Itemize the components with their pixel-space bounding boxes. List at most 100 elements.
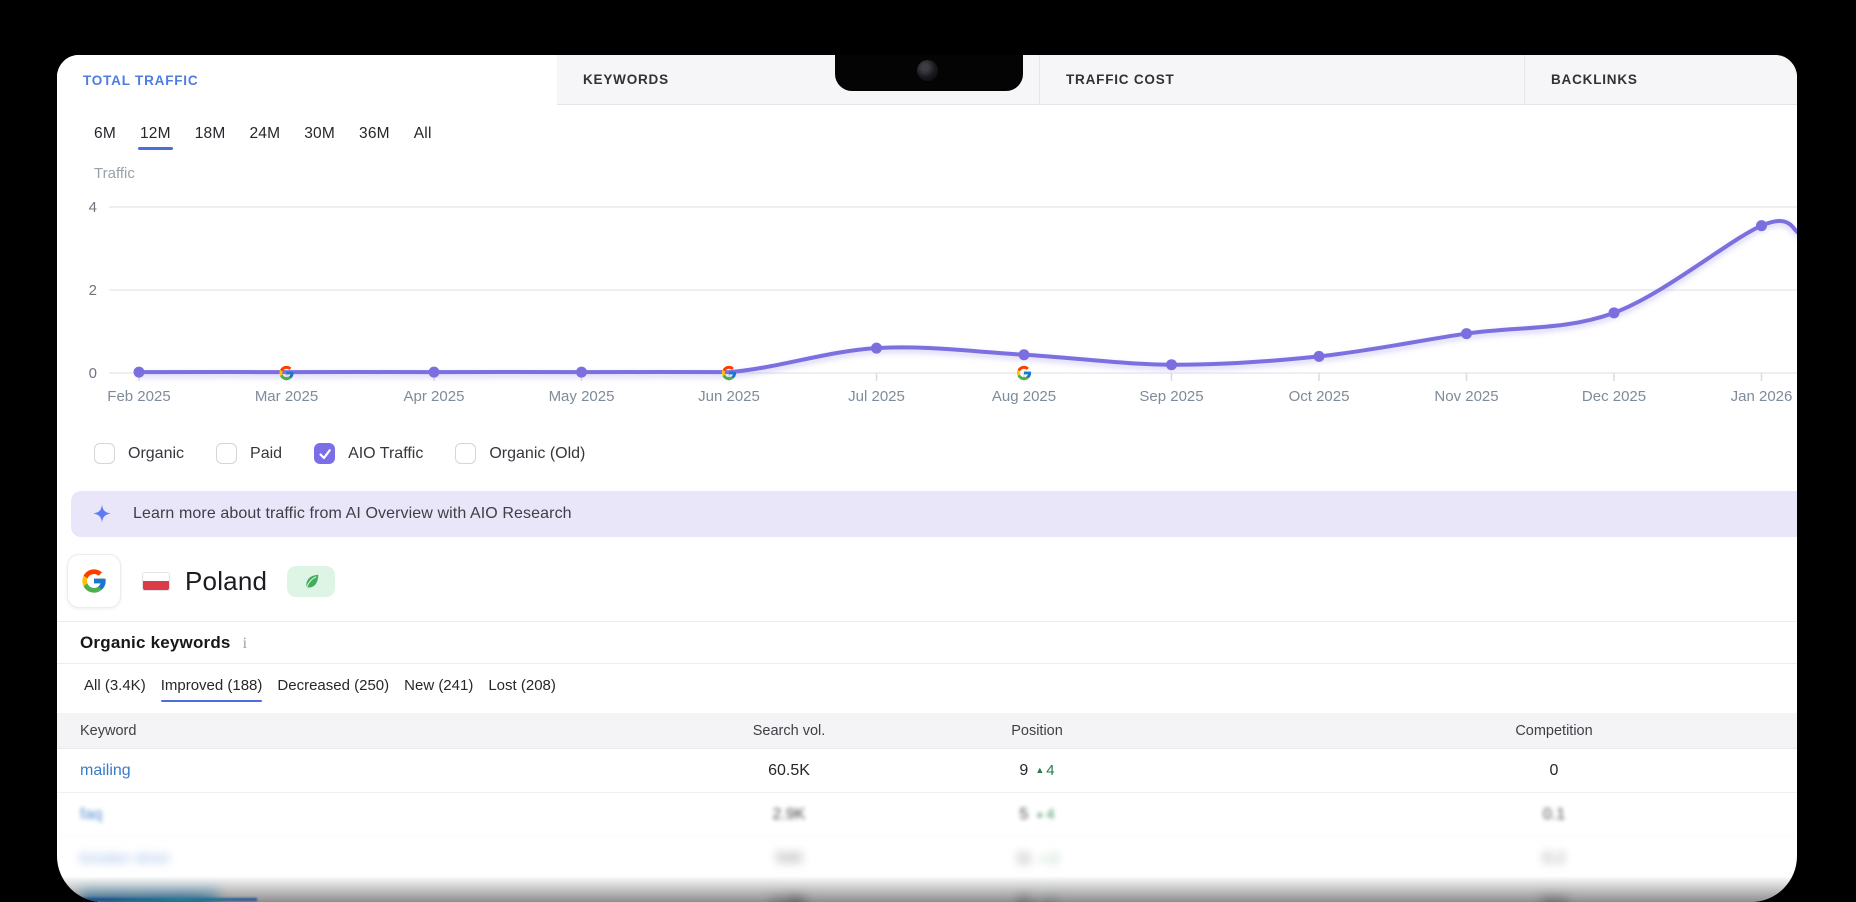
table-row: email marketing1.2K8▲30.4: [57, 881, 1797, 902]
x-axis-label: May 2025: [549, 388, 615, 405]
position-value: 8: [1019, 896, 1028, 902]
legend-checkbox-aio-traffic[interactable]: AIO Traffic: [314, 443, 423, 464]
checkbox-unchecked[interactable]: [94, 443, 115, 464]
info-icon[interactable]: i: [242, 635, 248, 652]
range-30m[interactable]: 30M: [304, 125, 335, 142]
competition-cell: 0.2: [1542, 849, 1566, 867]
data-point[interactable]: [1313, 350, 1325, 362]
leaf-badge: [287, 565, 336, 597]
range-6m[interactable]: 6M: [94, 125, 116, 142]
x-axis-label: Jan 2026: [1731, 388, 1793, 405]
section-title: Organic keywords: [80, 633, 231, 652]
time-range-selector: 6M 12M 18M 24M 30M 36M All: [57, 105, 1797, 150]
data-point[interactable]: [1018, 349, 1030, 361]
x-axis-label: Aug 2025: [992, 388, 1056, 405]
legend-label: Organic: [128, 444, 185, 462]
range-36m[interactable]: 36M: [359, 125, 390, 142]
x-axis-label: Dec 2025: [1582, 388, 1646, 405]
data-point[interactable]: [1756, 220, 1767, 232]
x-axis-label: Feb 2025: [107, 388, 170, 405]
filter-tab-decreased[interactable]: Decreased (250): [277, 677, 390, 694]
search-vol-cell: 1.2K: [617, 896, 961, 902]
legend-checkbox-organic[interactable]: Organic: [94, 443, 184, 464]
x-axis-label: Apr 2025: [404, 388, 465, 405]
position-change: 4: [1046, 761, 1055, 779]
camera-icon: [917, 60, 938, 81]
data-point[interactable]: [133, 366, 145, 378]
aio-research-banner[interactable]: Learn more about traffic from AI Overvie…: [71, 491, 1797, 537]
competition-cell: 0.1: [1542, 805, 1566, 823]
search-vol-cell: 60.5K: [768, 761, 810, 779]
range-all[interactable]: All: [413, 125, 432, 142]
competition-cell: 0: [1549, 761, 1559, 779]
filter-tab-improved[interactable]: Improved (188): [160, 677, 262, 702]
keyword-link[interactable]: kreator stron: [80, 849, 170, 867]
keyword-link[interactable]: faq: [80, 805, 103, 823]
tab-total-traffic[interactable]: TOTAL TRAFFIC: [57, 55, 557, 105]
position-change: 3: [1046, 896, 1054, 902]
checkbox-checked[interactable]: [314, 443, 336, 464]
filter-tab-lost[interactable]: Lost (208): [488, 677, 556, 694]
chart-legend: Organic Paid AIO Traffic Organic (Old): [94, 443, 585, 464]
position-up-icon: ▲: [1039, 852, 1049, 863]
col-header-position[interactable]: Position: [1011, 722, 1063, 739]
leaf-icon: [306, 574, 318, 588]
google-update-marker[interactable]: [1016, 365, 1032, 381]
range-12m[interactable]: 12M: [137, 125, 173, 150]
legend-label: AIO Traffic: [348, 444, 424, 462]
filter-tab-new[interactable]: New (241): [404, 677, 474, 694]
table-row: faq 2.9K 5 ▲ 4 0.1: [57, 793, 1797, 837]
tab-backlinks[interactable]: BACKLINKS: [1524, 55, 1797, 104]
keyword-filter-tabs: All (3.4K) Improved (188) Decreased (250) N…: [84, 677, 556, 702]
col-header-keyword[interactable]: Keyword: [80, 722, 137, 739]
position-change: 4: [1046, 805, 1055, 823]
checkbox-unchecked[interactable]: [216, 443, 238, 464]
data-point[interactable]: [1608, 307, 1620, 319]
x-axis-label: Jul 2025: [848, 388, 905, 405]
x-axis-label: Sep 2025: [1139, 388, 1203, 405]
legend-checkbox-paid[interactable]: Paid: [216, 443, 282, 464]
data-point[interactable]: [428, 366, 440, 378]
tab-keywords[interactable]: KEYWORDS: [583, 72, 669, 87]
position-cell: 8▲3: [961, 896, 1113, 902]
data-point[interactable]: [871, 342, 882, 354]
col-header-competition[interactable]: Competition: [1515, 722, 1593, 739]
sparkle-icon: [93, 504, 111, 523]
country-name: Poland: [185, 565, 268, 596]
range-24m[interactable]: 24M: [249, 125, 281, 142]
col-header-search-vol[interactable]: Search vol.: [752, 722, 826, 739]
table-row: kreator stron 590 11 ▲ 2 0.2: [57, 837, 1797, 881]
tab-traffic-cost[interactable]: TRAFFIC COST: [1039, 55, 1524, 104]
data-point[interactable]: [1461, 328, 1472, 340]
range-18m[interactable]: 18M: [194, 125, 226, 142]
profile-row: Poland: [67, 553, 336, 609]
aio-traffic-line: [137, 219, 1797, 375]
position-up-icon: ▲: [1035, 808, 1045, 819]
position-value: 9: [1019, 761, 1029, 779]
position-value: 5: [1019, 805, 1029, 823]
competition-cell: 0.4: [1311, 896, 1797, 902]
app-window: TOTAL TRAFFIC KEYWORDS TRAFFIC COST BACKLIN…: [57, 55, 1797, 902]
google-logo: [67, 554, 121, 608]
google-update-marker[interactable]: [279, 365, 294, 381]
search-vol-cell: 2.9K: [772, 805, 806, 823]
data-point[interactable]: [576, 366, 587, 378]
table-header-row: Keyword Search vol. Position Competition: [57, 713, 1797, 749]
keyword-cell: mailing: [57, 762, 617, 780]
filter-tab-all[interactable]: All (3.4K): [84, 677, 146, 694]
keyword-cell: kreator stron: [57, 850, 617, 868]
poland-flag-icon: [142, 571, 170, 591]
divider: [57, 621, 1797, 622]
data-point[interactable]: [1166, 359, 1177, 371]
position-up-icon: ▲: [1035, 764, 1045, 775]
checkbox-unchecked[interactable]: [455, 443, 477, 464]
legend-label: Organic (Old): [489, 444, 586, 462]
google-g-icon: [82, 569, 106, 593]
keyword-link[interactable]: mailing: [80, 761, 131, 779]
legend-checkbox-organic-old-[interactable]: Organic (Old): [455, 443, 585, 464]
legend-label: Paid: [250, 444, 283, 462]
x-axis-label: Jun 2025: [698, 388, 760, 405]
search-vol-cell: 590: [775, 849, 803, 867]
y-axis-tick: 0: [89, 365, 97, 382]
organic-keywords-header: Organic keywords i: [80, 633, 247, 653]
